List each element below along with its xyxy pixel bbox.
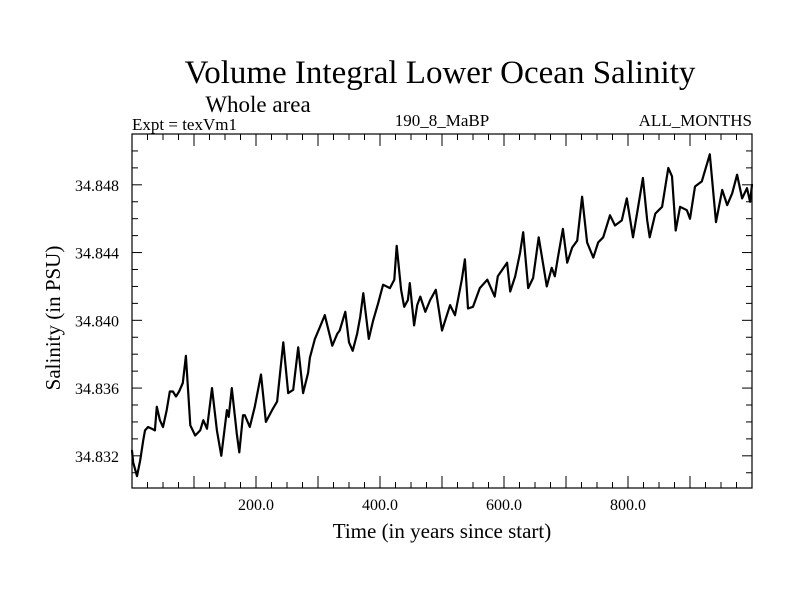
months-label: ALL_MONTHS xyxy=(639,111,752,130)
plot-frame xyxy=(131,133,753,489)
y-tick-label: 34.840 xyxy=(75,313,119,330)
chart-title: Volume Integral Lower Ocean Salinity xyxy=(185,55,696,91)
y-tick-label: 34.844 xyxy=(75,246,119,263)
y-tick-label: 34.832 xyxy=(75,449,119,466)
y-tick-label: 34.848 xyxy=(75,178,119,195)
x-tick-label: 600.0 xyxy=(486,497,522,514)
salinity-series-line xyxy=(130,153,754,478)
y-tick-label: 34.836 xyxy=(75,381,119,398)
x-tick-label: 200.0 xyxy=(238,497,274,514)
experiment-label: Expt = texVm1 xyxy=(132,115,237,134)
y-tick-labels: 34.832 34.836 34.840 34.844 34.848 xyxy=(75,178,119,466)
x-tick-labels: 200.0 400.0 600.0 800.0 xyxy=(238,497,646,514)
x-axis-label: Time (in years since start) xyxy=(333,519,552,543)
period-label: 190_8_MaBP xyxy=(395,111,489,130)
chart-subtitle: Whole area xyxy=(205,92,310,117)
y-axis-label: Salinity (in PSU) xyxy=(41,246,65,391)
axis-ticks xyxy=(132,134,752,488)
x-tick-label: 400.0 xyxy=(362,497,398,514)
x-tick-label: 800.0 xyxy=(610,497,646,514)
